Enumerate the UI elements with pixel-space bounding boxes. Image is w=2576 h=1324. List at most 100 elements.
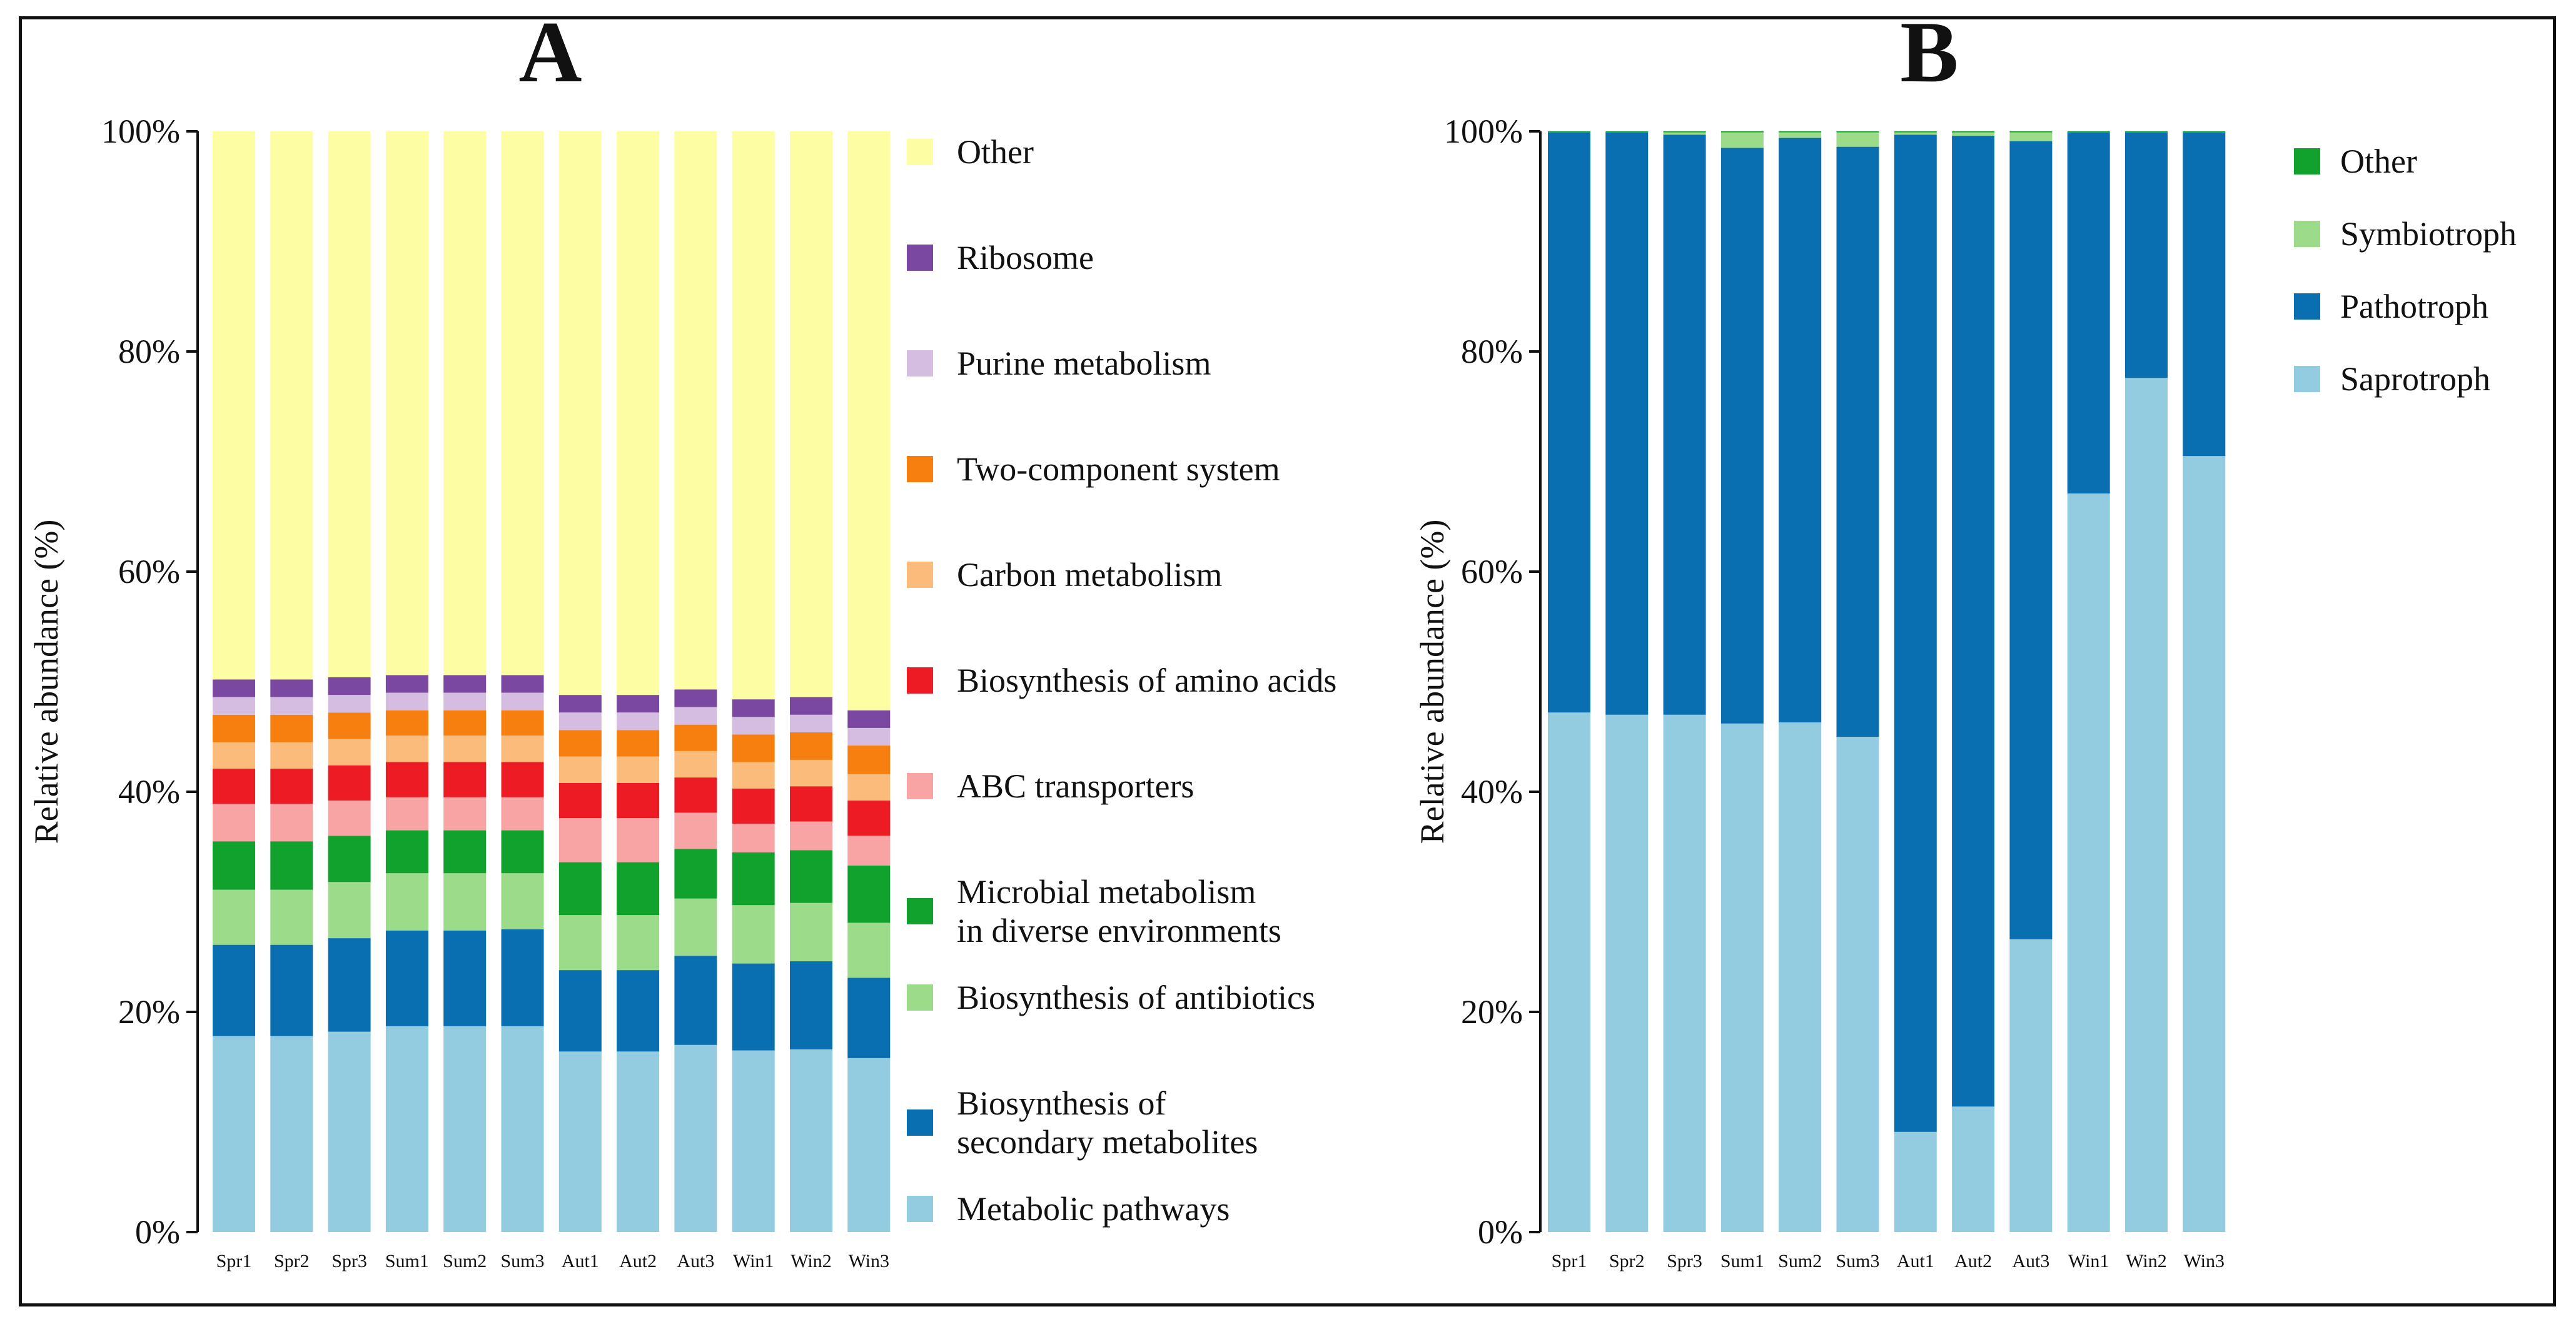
panel-b-bar-aut2-saprotroph [1952, 1106, 1995, 1232]
panel-a-bar-spr3-abc-transporters [328, 801, 371, 836]
panel-a-bar-aut3-abc-transporters [674, 812, 717, 849]
panel-a-x-tick-label: Spr1 [216, 1251, 252, 1271]
panel-a-bar-aut1-two-component-system [558, 730, 602, 757]
panel-b-x-tick-label: Aut1 [1897, 1251, 1934, 1271]
panel-b-bar-sum2-saprotroph [1779, 722, 1822, 1232]
panel-b-label: B [1900, 4, 1958, 101]
panel-a-bar-win3-two-component-system [847, 745, 891, 774]
panel-b-bar-aut1-pathotroph [1894, 134, 1937, 1132]
panel-a-bar-sum3-purine-metabolism [501, 692, 544, 710]
panel-a-bar-win2-purine-metabolism [790, 714, 832, 732]
legend-label-line: Other [2340, 143, 2417, 180]
panel-a-bar-win1-two-component-system [732, 734, 775, 762]
legend-label-line: Pathotroph [2340, 288, 2488, 325]
panel-a-bar-spr2-carbon-metabolism [270, 742, 313, 769]
panel-b-x-tick-label: Spr1 [1552, 1251, 1587, 1271]
panel-a-bar-aut2-other [617, 131, 660, 695]
panel-a-bar-win3-carbon-metabolism [847, 774, 891, 801]
panel-a-bar-spr2-biosynthesis-of-secondary-metabolites [270, 944, 313, 1036]
panel-a-bar-sum2-other [443, 131, 487, 675]
panel-a-bar-aut3-metabolic-pathways [674, 1044, 717, 1232]
panel-a-x-tick-label: Aut3 [677, 1251, 714, 1271]
panel-b-legend-label-pathotroph: Pathotroph [2340, 288, 2488, 325]
panel-a-bar-sum1-abc-transporters [385, 797, 428, 831]
panel-a-bar-win1-biosynthesis-of-amino-acids [732, 788, 775, 824]
panel-a-bar-win1-ribosome [732, 699, 775, 717]
panel-a-bar-aut2-purine-metabolism [617, 712, 660, 730]
panel-a-legend-swatch-purine-metabolism [907, 350, 933, 376]
panel-a-bar-win2-biosynthesis-of-amino-acids [790, 786, 832, 822]
panel-a-legend-swatch-biosynthesis-of-secondary-metabolites [907, 1109, 933, 1136]
panel-b-bar-win1-saprotroph [2067, 493, 2110, 1232]
legend-label-line: Biosynthesis of antibiotics [957, 979, 1315, 1016]
panel-b-bar-sum1-symbiotroph [1720, 132, 1764, 148]
panel-a-bar-spr2-metabolic-pathways [270, 1036, 313, 1232]
panel-a-bar-aut1-other [558, 131, 602, 695]
panel-b-bar-win3-pathotroph [2183, 132, 2226, 457]
panel-b-bar-win1-other [2067, 131, 2110, 133]
panel-b-bar-aut2-symbiotroph [1952, 132, 1995, 136]
panel-a-bar-sum2-carbon-metabolism [443, 735, 487, 762]
panel-b-x-tick-label: Win2 [2126, 1251, 2166, 1271]
panel-b-bar-sum3-other [1836, 131, 1879, 133]
panel-a-bar-win1-abc-transporters [732, 824, 775, 852]
panel-b-bar-spr1-saprotroph [1548, 712, 1590, 1232]
panel-a-legend-swatch-metabolic-pathways [907, 1196, 933, 1222]
panel-a-bar-spr2-ribosome [270, 679, 313, 697]
panel-a-bar-spr2-purine-metabolism [270, 697, 313, 715]
panel-a-bar-spr1-abc-transporters [213, 804, 255, 842]
legend-label-line: Saprotroph [2340, 360, 2490, 398]
panel-a-bar-sum1-purine-metabolism [385, 692, 428, 710]
panel-a-x-tick-label: Win2 [790, 1251, 831, 1271]
panel-b-legend-swatch-pathotroph [2294, 293, 2320, 320]
panel-a-bar-aut1-carbon-metabolism [558, 756, 602, 783]
panel-a-bar-spr1-microbial-metabolism-in-diverse-environments [213, 841, 255, 890]
panel-a-x-tick-label: Aut2 [619, 1251, 657, 1271]
panel-a-legend-label-microbial-metabolism-in-diverse-environments: Microbial metabolism in diverse environme… [957, 873, 1281, 949]
panel-a-legend-label-other: Other [957, 133, 1034, 171]
panel-a-bar-aut3-biosynthesis-of-antibiotics [674, 898, 717, 956]
panel-b-bar-aut1-other [1894, 131, 1937, 133]
panel-b-x-tick-label: Spr3 [1667, 1251, 1702, 1271]
panel-a-legend-swatch-two-component-system [907, 456, 933, 482]
panel-b-y-tick-label: 0% [1478, 1213, 1523, 1251]
panel-a-bar-win2-microbial-metabolism-in-diverse-environments [790, 850, 832, 903]
panel-a-bar-sum1-other [385, 131, 428, 675]
panel-b-bar-sum1-pathotroph [1720, 148, 1764, 724]
panel-b-bar-aut2-pathotroph [1952, 136, 1995, 1107]
panel-a-bar-win3-microbial-metabolism-in-diverse-environments [847, 865, 891, 923]
panel-b-bar-sum2-other [1779, 131, 1822, 133]
panel-a-bar-aut1-microbial-metabolism-in-diverse-environments [558, 862, 602, 916]
panel-b-bar-spr2-saprotroph [1605, 714, 1649, 1232]
panel-a-bar-spr1-carbon-metabolism [213, 742, 255, 769]
panel-a-bar-sum2-purine-metabolism [443, 692, 487, 710]
panel-b-bar-win1-pathotroph [2067, 132, 2110, 494]
panel-a-bar-spr1-ribosome [213, 679, 255, 697]
panel-b-legend-swatch-other [2294, 148, 2320, 174]
panel-a-bar-win3-biosynthesis-of-amino-acids [847, 801, 891, 836]
panel-a-bar-sum3-ribosome [501, 675, 544, 693]
panel-a-bar-win1-microbial-metabolism-in-diverse-environments [732, 852, 775, 906]
panel-a-bar-sum3-carbon-metabolism [501, 735, 544, 762]
panel-a-bar-sum2-metabolic-pathways [443, 1026, 487, 1232]
panel-a-bar-spr3-ribosome [328, 677, 371, 695]
panel-a-legend-label-ribosome: Ribosome [957, 239, 1094, 276]
panel-b-bar-aut3-symbiotroph [2009, 132, 2053, 141]
panel-b-bar-aut1-saprotroph [1894, 1131, 1937, 1232]
panel-a-bar-sum3-metabolic-pathways [501, 1026, 544, 1232]
panel-b-y-axis-title: Relative abundance (%) [1413, 520, 1451, 844]
panel-b-x-tick-label: Sum2 [1778, 1251, 1822, 1271]
panel-a-bar-spr3-carbon-metabolism [328, 739, 371, 766]
panel-a-bar-sum1-microbial-metabolism-in-diverse-environments [385, 830, 428, 874]
panel-a-bar-win1-metabolic-pathways [732, 1050, 775, 1232]
panel-b-bar-win3-saprotroph [2183, 456, 2226, 1233]
panel-a-bar-spr2-two-component-system [270, 714, 313, 742]
panel-b-y-tick-label: 40% [1461, 773, 1523, 811]
panel-a-x-tick-label: Sum3 [500, 1251, 544, 1271]
panel-a-bar-win2-ribosome [790, 697, 832, 715]
panel-a-bar-spr3-biosynthesis-of-secondary-metabolites [328, 938, 371, 1032]
panel-a-bar-spr3-microbial-metabolism-in-diverse-environments [328, 836, 371, 882]
panel-b-chart: B Relative abundance (%) Spr1 Spr2 Spr3 Sum1 S… [1413, 4, 2517, 1271]
panel-a-bar-win1-carbon-metabolism [732, 762, 775, 789]
panel-a-bar-aut2-biosynthesis-of-amino-acids [617, 782, 660, 819]
